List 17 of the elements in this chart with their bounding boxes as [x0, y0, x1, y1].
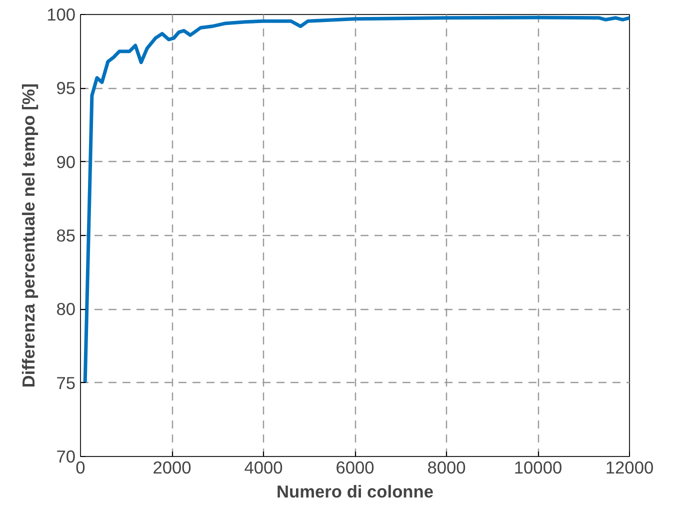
- x-tick-label: 6000: [336, 458, 374, 478]
- y-axis-title: Differenza percentuale nel tempo [%]: [18, 83, 39, 388]
- x-tick-label: 2000: [152, 458, 192, 478]
- line-series: [83, 16, 630, 385]
- y-tick-label: 80: [56, 299, 76, 320]
- y-tick-label: 95: [56, 78, 76, 98]
- x-tick-label: 0: [76, 458, 86, 478]
- y-tick-label: 70: [56, 446, 76, 466]
- y-tick-label: 100: [46, 4, 76, 24]
- x-tick-label: 8000: [427, 458, 466, 478]
- x-axis-title: Numero di colonne: [276, 482, 434, 502]
- x-tick-label: 10000: [514, 458, 562, 478]
- y-tick-label: 85: [56, 226, 76, 246]
- y-tick-label: 75: [56, 372, 76, 393]
- x-tick-label: 12000: [605, 458, 654, 478]
- x-tick-label: 4000: [244, 458, 283, 478]
- y-tick-label: 90: [56, 152, 76, 172]
